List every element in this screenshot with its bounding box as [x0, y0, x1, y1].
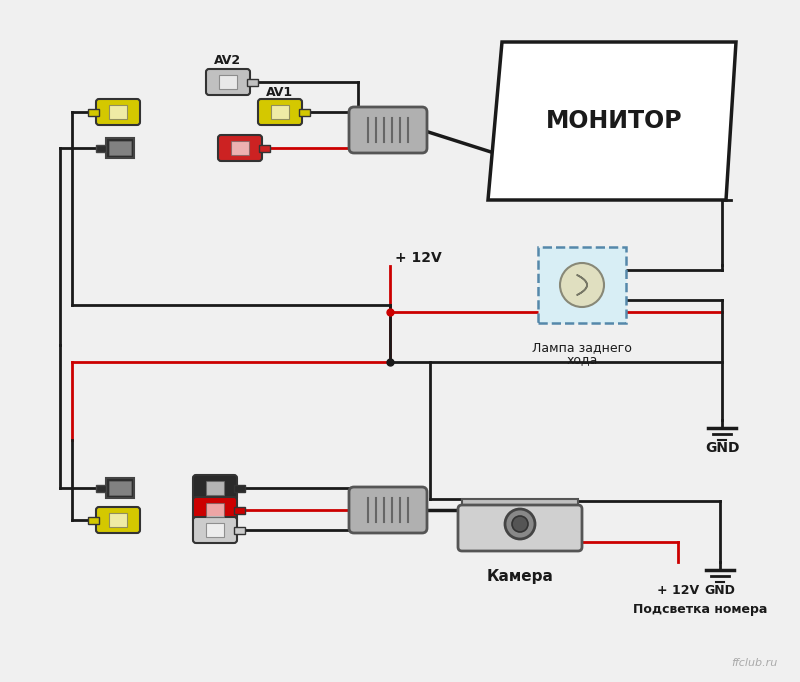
Text: AV2: AV2 — [214, 55, 242, 68]
Bar — [206, 481, 224, 495]
Bar — [88, 108, 99, 115]
Bar — [88, 516, 99, 524]
Bar — [234, 484, 245, 492]
Circle shape — [512, 516, 528, 532]
FancyBboxPatch shape — [349, 107, 427, 153]
Text: Подсветка номера: Подсветка номера — [633, 604, 767, 617]
Text: МОНИТОР: МОНИТОР — [546, 109, 682, 133]
Bar — [247, 78, 258, 85]
Bar — [109, 141, 131, 155]
Text: GND: GND — [705, 441, 739, 455]
Bar — [206, 523, 224, 537]
Polygon shape — [488, 42, 736, 200]
Bar — [106, 138, 134, 158]
FancyBboxPatch shape — [206, 69, 250, 95]
Bar — [109, 513, 127, 527]
Circle shape — [505, 509, 535, 539]
Bar — [299, 108, 310, 115]
Text: хода: хода — [566, 353, 598, 366]
FancyBboxPatch shape — [258, 99, 302, 125]
Bar — [271, 105, 289, 119]
FancyBboxPatch shape — [193, 517, 237, 543]
FancyBboxPatch shape — [349, 487, 427, 533]
Bar — [259, 145, 270, 151]
Text: + 12V: + 12V — [395, 251, 442, 265]
Text: GND: GND — [705, 584, 735, 597]
Bar — [234, 527, 245, 533]
FancyBboxPatch shape — [458, 505, 582, 551]
Text: Лампа заднего: Лампа заднего — [532, 342, 632, 355]
FancyBboxPatch shape — [96, 99, 140, 125]
FancyBboxPatch shape — [96, 507, 140, 533]
Bar — [109, 105, 127, 119]
Bar — [96, 145, 106, 151]
Text: AV1: AV1 — [266, 85, 294, 98]
Bar — [206, 503, 224, 517]
Bar — [106, 478, 134, 498]
Bar — [234, 507, 245, 514]
FancyBboxPatch shape — [538, 247, 626, 323]
Text: Камера: Камера — [486, 569, 554, 584]
Bar — [231, 141, 249, 155]
FancyBboxPatch shape — [193, 475, 237, 501]
Circle shape — [560, 263, 604, 307]
Bar — [109, 481, 131, 495]
Bar — [462, 499, 578, 511]
Bar — [96, 484, 106, 492]
FancyBboxPatch shape — [218, 135, 262, 161]
FancyBboxPatch shape — [193, 497, 237, 523]
Text: + 12V: + 12V — [657, 584, 699, 597]
Text: ffclub.ru: ffclub.ru — [732, 658, 778, 668]
Bar — [219, 75, 237, 89]
